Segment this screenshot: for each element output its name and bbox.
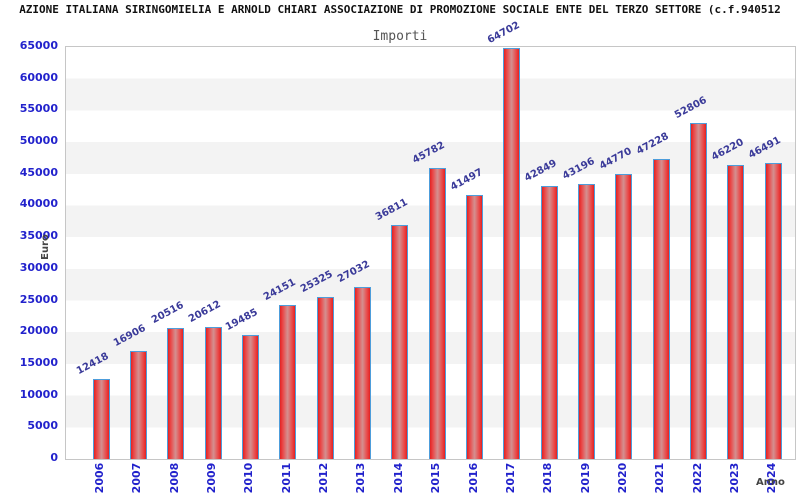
y-tick-10000: 10000: [19, 387, 58, 401]
bar-value-label-2013: 27032: [336, 258, 373, 285]
bar-value-label-2019: 43196: [560, 156, 597, 183]
bar-2018: [540, 186, 558, 459]
bar-value-label-2015: 45782: [410, 139, 447, 166]
y-tick-55000: 55000: [19, 102, 58, 116]
x-tick-2023: 2023: [727, 462, 741, 494]
bar-2009: [204, 327, 222, 459]
bar-2017: [503, 47, 521, 459]
bar-2022: [690, 123, 708, 459]
bar-2012: [316, 297, 334, 459]
bar-value-label-2023: 46220: [709, 136, 746, 164]
bar-value-label-2014: 36811: [373, 196, 410, 223]
y-tick-35000: 35000: [19, 229, 58, 243]
bar-value-label-2020: 44770: [597, 146, 634, 173]
y-tick-65000: 65000: [19, 39, 58, 52]
bar-value-label-2009: 20612: [186, 299, 223, 326]
bar-value-label-2024: 46491: [747, 135, 784, 162]
y-tick-45000: 45000: [19, 165, 58, 179]
chart-subtitle: Importi: [372, 29, 428, 44]
bar-2020: [615, 174, 633, 459]
x-tick-2022: 2022: [690, 462, 704, 494]
x-tick-2008: 2008: [167, 462, 181, 494]
x-tick-2012: 2012: [317, 462, 331, 494]
bar-value-label-2010: 19485: [224, 306, 261, 333]
bar-value-label-2011: 24151: [261, 276, 298, 303]
bar-2015: [428, 167, 446, 459]
bar-2008: [167, 327, 185, 459]
bar-2019: [578, 184, 596, 459]
bar-2024: [764, 163, 782, 459]
y-tick-15000: 15000: [19, 355, 58, 369]
chart-title: AZIONE ITALIANA SIRINGOMIELIA E ARNOLD C…: [19, 3, 781, 16]
bar-2010: [241, 334, 259, 459]
x-tick-2007: 2007: [130, 462, 144, 494]
x-tick-2011: 2011: [279, 462, 293, 494]
bar-value-label-2007: 16906: [112, 322, 149, 349]
bar-value-label-2021: 47228: [635, 130, 671, 157]
x-tick-2020: 2020: [615, 462, 629, 494]
bar-value-label-2022: 52806: [672, 95, 709, 122]
y-axis-title: Euro: [40, 234, 51, 260]
x-axis-title: Anno: [756, 477, 785, 488]
x-tick-2014: 2014: [391, 462, 405, 494]
bar-2023: [727, 165, 745, 459]
x-tick-2006: 2006: [93, 462, 106, 494]
x-tick-2013: 2013: [354, 462, 368, 494]
y-tick-20000: 20000: [19, 324, 58, 338]
y-tick-25000: 25000: [19, 292, 58, 306]
bar-2011: [279, 304, 297, 459]
y-tick-30000: 30000: [19, 260, 58, 274]
bar-2006: [92, 379, 110, 459]
bar-2014: [391, 224, 409, 459]
y-tick-5000: 5000: [27, 419, 58, 433]
bar-value-label-2006: 12418: [74, 351, 111, 378]
bar-2021: [652, 158, 670, 459]
x-tick-2010: 2010: [242, 462, 256, 494]
bar-2016: [466, 194, 483, 459]
bar-2013: [353, 286, 371, 459]
x-tick-2015: 2015: [429, 462, 443, 494]
x-tick-2021: 2021: [653, 462, 667, 494]
y-tick-40000: 40000: [19, 197, 58, 211]
bar-value-label-2016: 41497: [448, 166, 485, 193]
x-tick-2019: 2019: [578, 462, 592, 494]
x-tick-2018: 2018: [541, 462, 555, 494]
bar-value-label-2018: 42849: [523, 158, 559, 185]
x-tick-2017: 2017: [503, 462, 517, 494]
x-tick-2016: 2016: [466, 462, 480, 494]
bar-value-label-2008: 20516: [149, 299, 186, 326]
bar-2007: [129, 350, 147, 459]
plot-area: 12418 16906 20516 20612 19485 24151 25325 27032…: [65, 20, 796, 460]
y-tick-50000: 50000: [19, 134, 58, 148]
y-tick-60000: 60000: [19, 70, 58, 84]
bar-value-label-2012: 25325: [298, 269, 335, 296]
x-tick-2009: 2009: [205, 462, 219, 494]
y-tick-0: 0: [50, 451, 58, 464]
